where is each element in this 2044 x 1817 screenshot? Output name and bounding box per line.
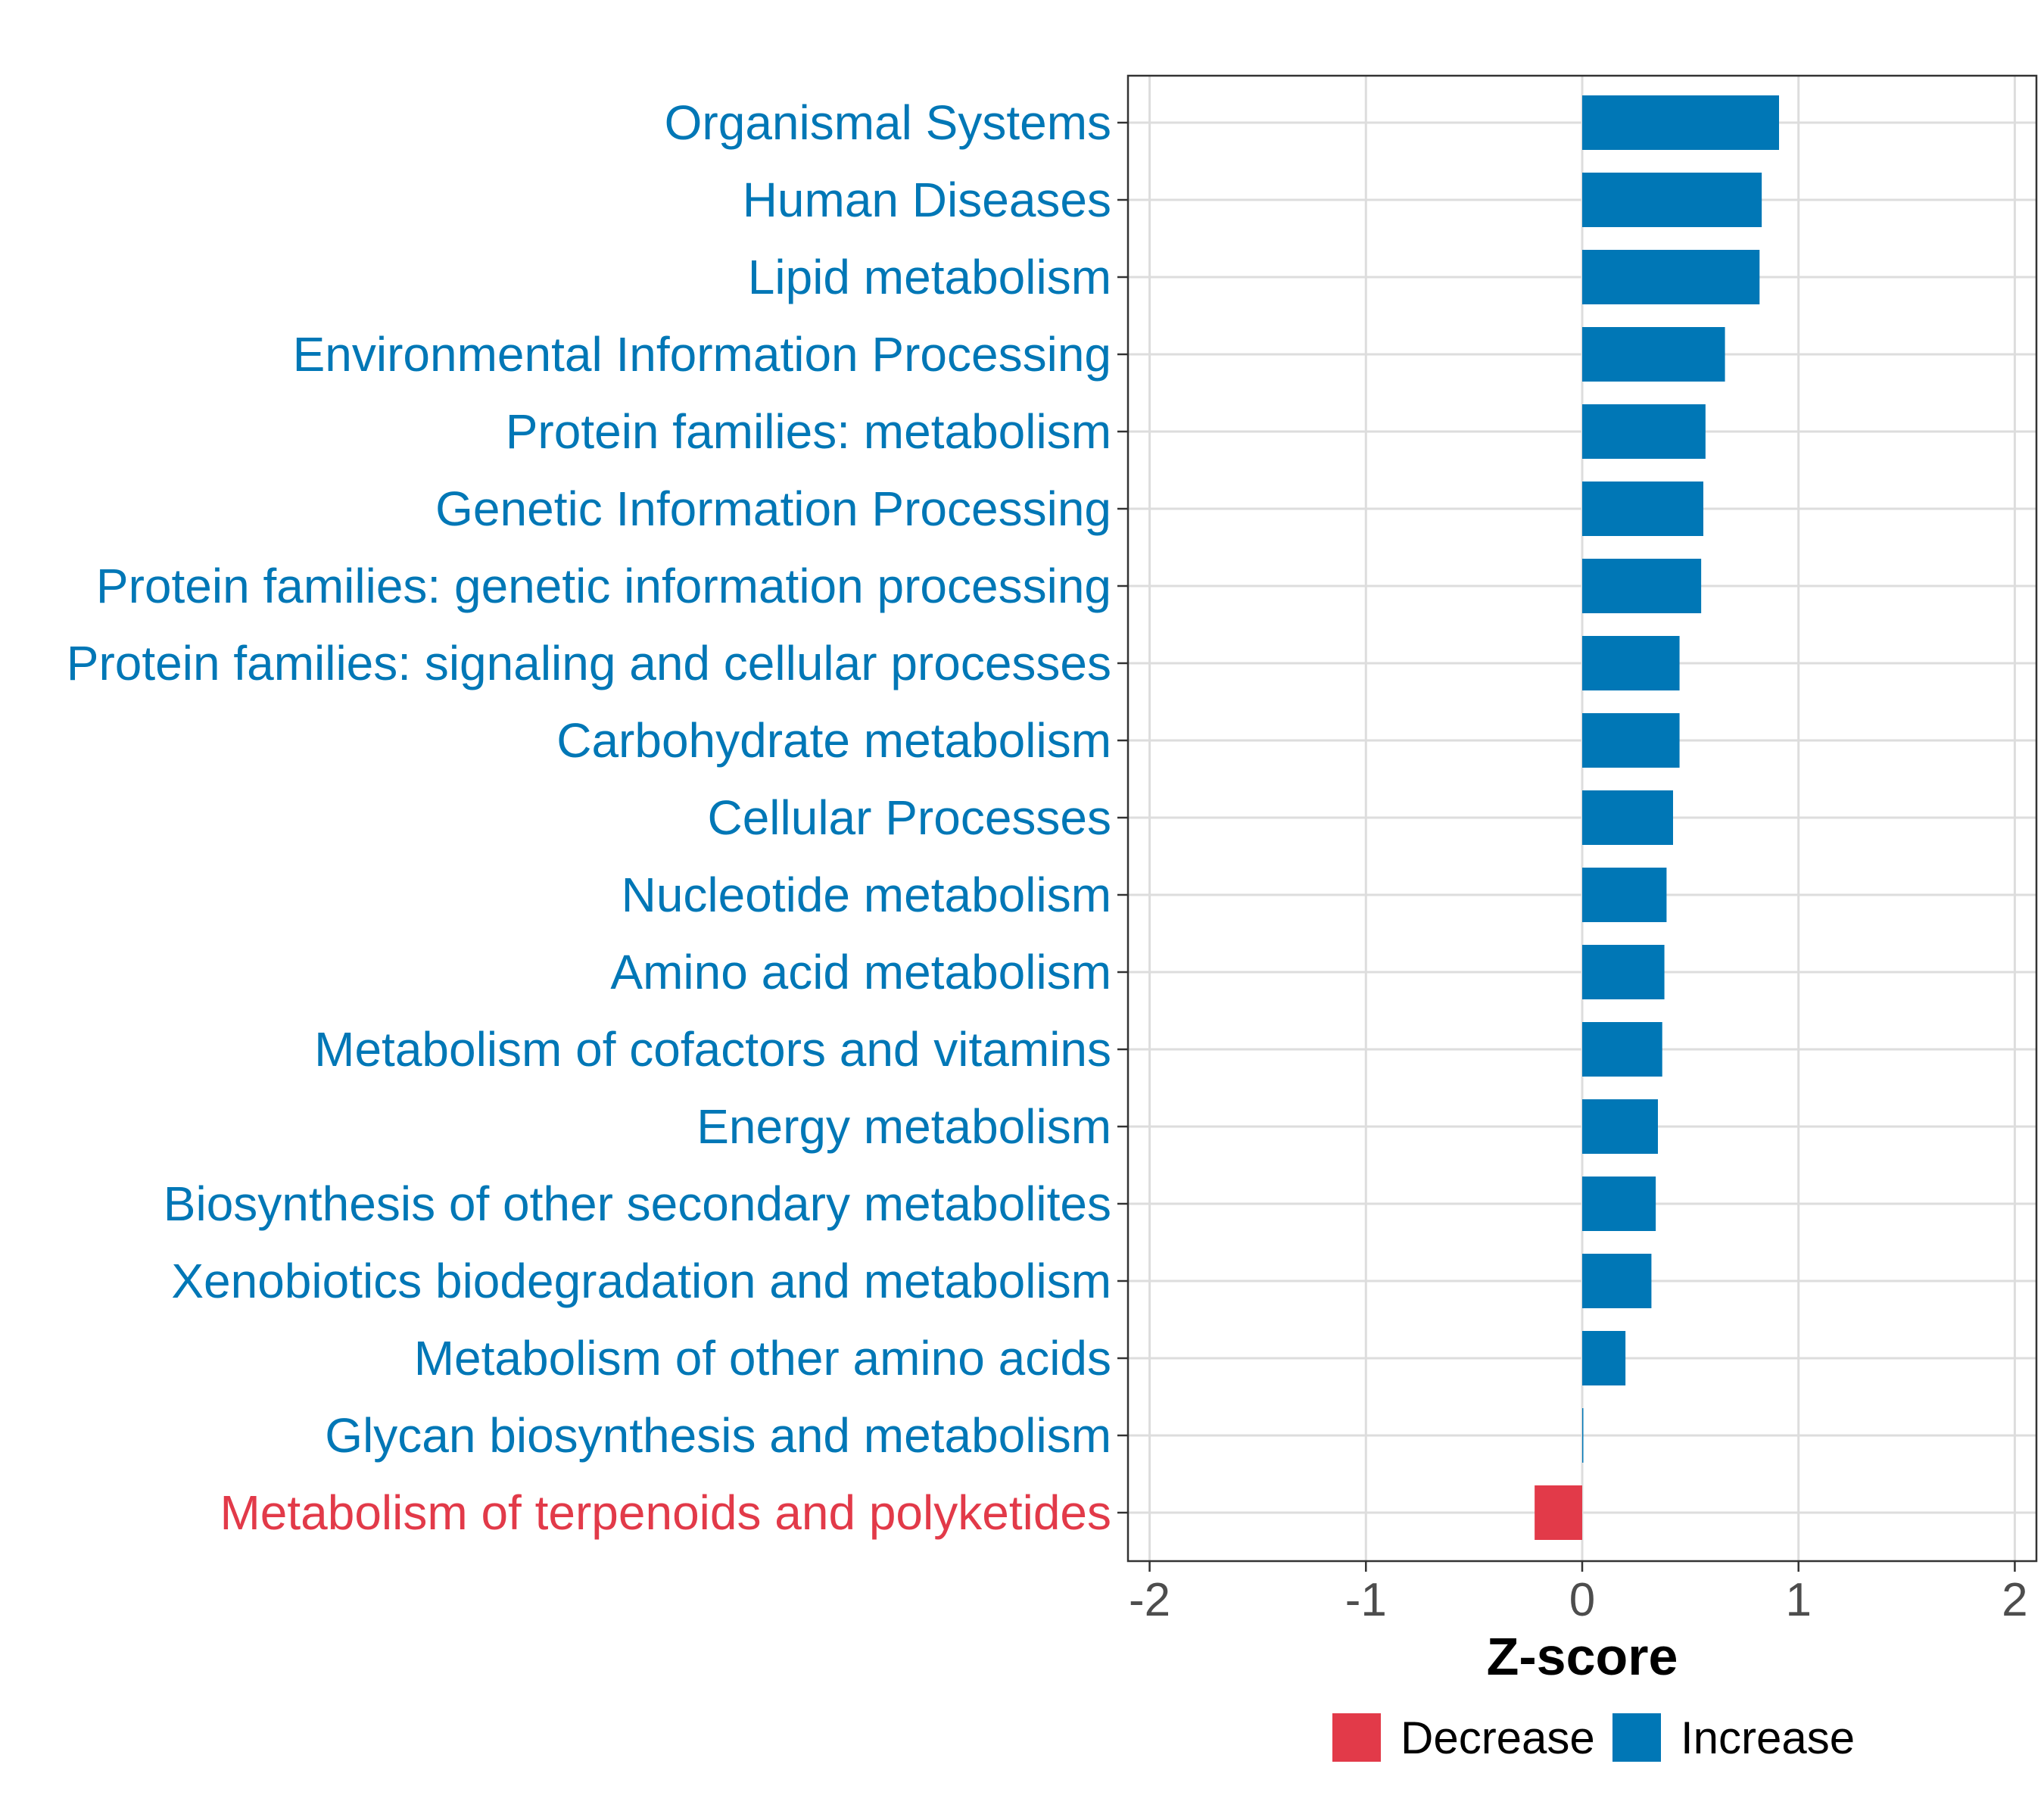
legend-label-decrease: Decrease xyxy=(1401,1713,1595,1763)
legend-label-increase: Increase xyxy=(1681,1713,1855,1763)
bar xyxy=(1582,1177,1656,1231)
x-tick-label: -2 xyxy=(1129,1574,1170,1626)
legend-swatch-increase xyxy=(1612,1713,1661,1762)
legend: Decrease Increase xyxy=(1332,1713,1855,1763)
y-tick-label: Protein families: genetic information pr… xyxy=(96,559,1111,613)
bar xyxy=(1582,1022,1662,1077)
y-tick-label: Carbohydrate metabolism xyxy=(556,713,1111,768)
bar xyxy=(1582,713,1680,768)
legend-swatch-decrease xyxy=(1332,1713,1381,1762)
bar xyxy=(1582,945,1665,999)
y-tick-label: Cellular Processes xyxy=(707,790,1111,845)
y-tick-label: Organismal Systems xyxy=(665,95,1111,150)
y-tick-label: Amino acid metabolism xyxy=(610,945,1111,999)
y-tick-label: Protein families: metabolism xyxy=(506,404,1111,459)
bar xyxy=(1582,636,1680,690)
y-tick-label: Xenobiotics biodegradation and metabolis… xyxy=(171,1254,1111,1308)
y-tick-label: Biosynthesis of other secondary metaboli… xyxy=(164,1177,1111,1231)
y-tick-label: Metabolism of terpenoids and polyketides xyxy=(220,1485,1111,1540)
x-tick-label: -1 xyxy=(1345,1574,1387,1626)
bars xyxy=(1535,95,1779,1540)
y-tick-label: Glycan biosynthesis and metabolism xyxy=(325,1408,1111,1463)
y-tick-label: Protein families: signaling and cellular… xyxy=(67,636,1111,690)
y-tick-label: Human Diseases xyxy=(743,173,1111,227)
bar xyxy=(1582,173,1762,227)
bar xyxy=(1582,1331,1626,1385)
y-tick-label: Environmental Information Processing xyxy=(293,327,1111,382)
bar xyxy=(1582,1099,1658,1154)
bar xyxy=(1582,95,1779,150)
bar xyxy=(1582,1254,1652,1308)
x-tick-label: 2 xyxy=(2002,1574,2027,1626)
bar xyxy=(1582,250,1760,304)
x-tick-label: 1 xyxy=(1785,1574,1811,1626)
bar xyxy=(1582,482,1703,536)
bar xyxy=(1582,404,1706,459)
y-tick-label: Lipid metabolism xyxy=(748,250,1111,304)
bar xyxy=(1535,1485,1582,1540)
y-tick-label: Metabolism of other amino acids xyxy=(414,1331,1111,1385)
bar xyxy=(1582,790,1673,845)
y-tick-label: Energy metabolism xyxy=(696,1099,1111,1154)
bar xyxy=(1582,868,1667,922)
y-axis: Organismal Systems Human Diseases Lipid me… xyxy=(67,95,1128,1540)
bar xyxy=(1582,1408,1584,1463)
y-tick-label: Nucleotide metabolism xyxy=(622,868,1111,922)
y-tick-label: Genetic Information Processing xyxy=(435,482,1111,536)
x-tick-label: 0 xyxy=(1569,1574,1595,1626)
bar xyxy=(1582,327,1725,382)
x-axis-title: Z-score xyxy=(1487,1627,1678,1686)
bar xyxy=(1582,559,1702,613)
x-axis: -2 -1 0 1 2 xyxy=(1129,1561,2028,1626)
y-tick-label: Metabolism of cofactors and vitamins xyxy=(314,1022,1111,1077)
